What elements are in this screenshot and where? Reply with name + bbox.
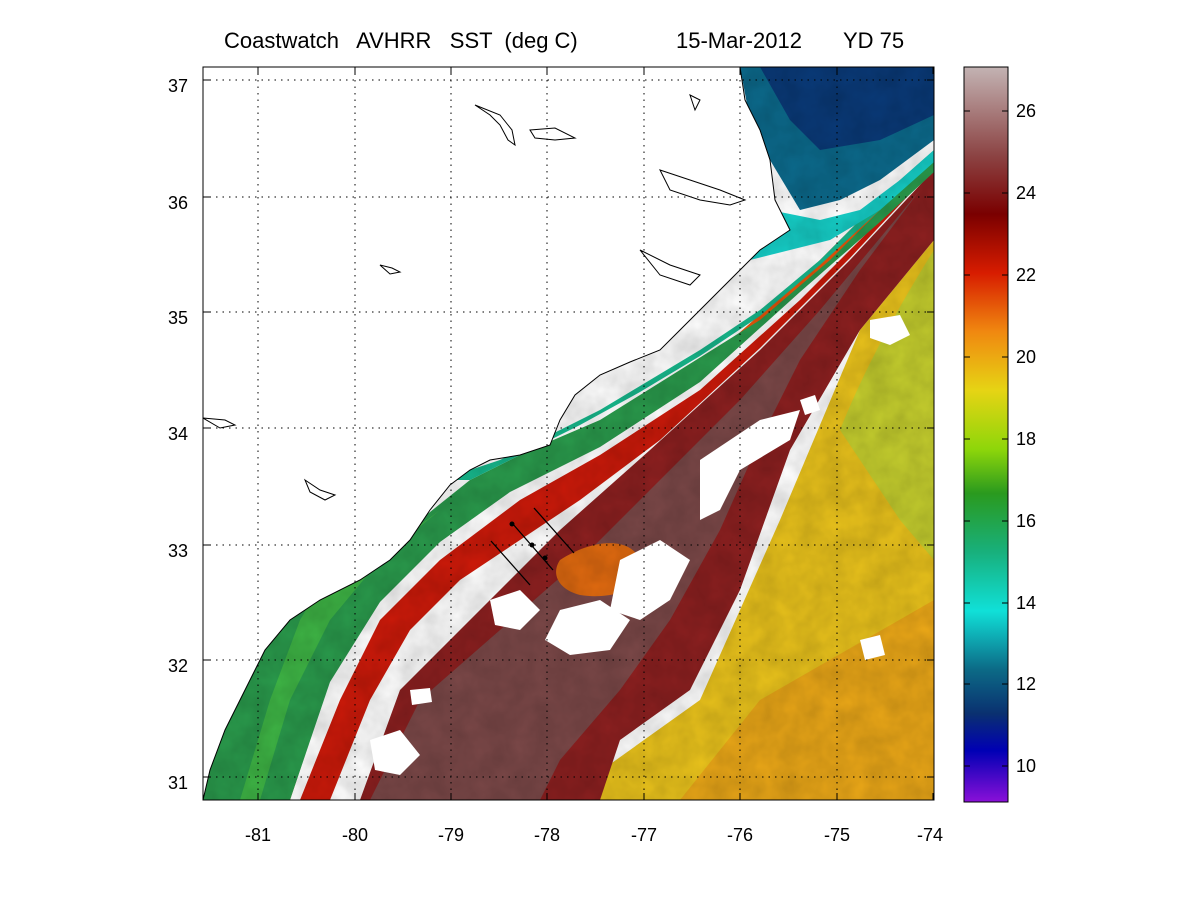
lon-tick-marks — [257, 67, 934, 800]
lon-label-79: -79 — [438, 825, 464, 845]
lat-tick-labels: 37 36 35 34 33 32 31 — [168, 76, 188, 793]
title-yearday: YD 75 — [843, 28, 905, 53]
colorbar-label-26: 26 — [1016, 101, 1036, 121]
colorbar-label-24: 24 — [1016, 183, 1036, 203]
map-frame — [202, 66, 935, 801]
lon-label-81: -81 — [245, 825, 271, 845]
colorbar-label-22: 22 — [1016, 265, 1036, 285]
lat-label-31: 31 — [168, 773, 188, 793]
lon-label-75: -75 — [824, 825, 850, 845]
colorbar-label-12: 12 — [1016, 674, 1036, 694]
coastline — [203, 67, 791, 800]
colorbar-label-16: 16 — [1016, 511, 1036, 531]
colorbar — [964, 67, 1008, 802]
colorbar-tick-marks — [964, 110, 1008, 767]
lat-label-35: 35 — [168, 308, 188, 328]
lat-label-32: 32 — [168, 656, 188, 676]
lon-label-80: -80 — [342, 825, 368, 845]
graticule — [203, 67, 934, 800]
lat-label-37: 37 — [168, 76, 188, 96]
lat-label-34: 34 — [168, 424, 188, 444]
colorbar-label-14: 14 — [1016, 593, 1036, 613]
lon-label-77: -77 — [631, 825, 657, 845]
sst-field — [203, 67, 934, 800]
lon-label-76: -76 — [727, 825, 753, 845]
colorbar-label-20: 20 — [1016, 347, 1036, 367]
cloud-mask — [370, 315, 910, 775]
map-title: Coastwatch AVHRR SST (deg C) 15-Mar-2012… — [0, 28, 1200, 62]
land-mask — [203, 67, 790, 800]
lat-label-36: 36 — [168, 193, 188, 213]
lon-tick-labels: -81 -80 -79 -78 -77 -76 -75 -74 — [245, 825, 943, 845]
colorbar-label-10: 10 — [1016, 756, 1036, 776]
inland-water-outlines — [203, 94, 747, 501]
lat-label-33: 33 — [168, 541, 188, 561]
colorbar-tick-labels: 26 24 22 20 18 16 14 12 10 — [1016, 101, 1036, 776]
colorbar-frame — [963, 66, 1009, 803]
title-product: Coastwatch AVHRR SST (deg C) — [224, 28, 578, 53]
station-markers — [509, 521, 548, 561]
title-date: 15-Mar-2012 — [676, 28, 802, 53]
lon-label-74: -74 — [917, 825, 943, 845]
lon-label-78: -78 — [534, 825, 560, 845]
lat-tick-marks — [203, 79, 934, 778]
colorbar-label-18: 18 — [1016, 429, 1036, 449]
